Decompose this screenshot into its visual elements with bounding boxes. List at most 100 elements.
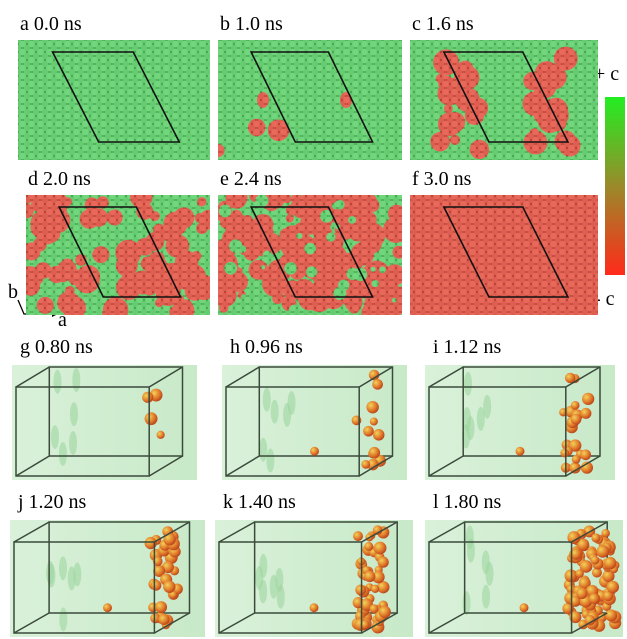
colorbar: [605, 97, 625, 275]
green-cluster: [261, 265, 265, 269]
red-cluster: [37, 297, 54, 314]
surface-blob: [53, 370, 61, 394]
red-cluster: [438, 112, 462, 136]
cluster-atom: [145, 412, 158, 425]
cluster-atom: [582, 393, 594, 405]
cluster-atom: [158, 614, 169, 625]
green-cluster: [338, 280, 349, 291]
green-cluster: [371, 267, 376, 272]
box-panel: [425, 520, 623, 637]
red-cluster: [392, 246, 405, 259]
green-cluster: [379, 267, 386, 274]
cluster-atom: [591, 533, 600, 542]
cluster-atom: [591, 556, 600, 565]
surface-blob: [259, 438, 267, 462]
red-cluster: [146, 256, 168, 278]
atoms: [18, 186, 219, 323]
green-cluster: [348, 216, 356, 224]
cluster-atom: [372, 379, 383, 390]
surface-blob: [72, 368, 80, 392]
surface-blob: [59, 556, 67, 580]
red-cluster: [384, 264, 405, 285]
red-cluster: [533, 103, 554, 124]
cluster-atom: [576, 569, 584, 577]
surface-blob: [464, 372, 472, 396]
red-cluster: [211, 144, 224, 157]
red-cluster: [360, 232, 382, 254]
panel-label: g 0.80 ns: [20, 336, 93, 358]
red-cluster: [173, 207, 194, 228]
red-cluster: [130, 280, 140, 290]
cluster-atom: [580, 449, 591, 460]
red-cluster: [465, 106, 484, 125]
surface-blob: [288, 391, 296, 415]
box-panel: [425, 365, 615, 480]
cluster-atom: [310, 447, 319, 456]
green-cluster: [304, 243, 315, 254]
red-cluster: [150, 211, 160, 221]
green-cluster: [229, 239, 242, 252]
box-panel: [222, 365, 407, 480]
red-cluster: [35, 262, 51, 278]
red-cluster: [45, 197, 53, 205]
red-cluster: [44, 225, 61, 242]
green-cluster: [224, 262, 237, 275]
red-cluster: [227, 189, 245, 207]
red-cluster: [242, 219, 260, 237]
cluster-atom: [374, 542, 387, 555]
red-cluster: [444, 104, 453, 113]
cluster-atom: [604, 557, 617, 570]
box-panel: [12, 365, 197, 480]
surface-blob: [477, 407, 485, 431]
red-cluster: [189, 287, 197, 295]
red-cluster: [282, 194, 291, 203]
green-cluster: [263, 251, 272, 260]
panel-label: f 3.0 ns: [412, 168, 472, 190]
cluster-atom: [516, 447, 525, 456]
green-cluster: [306, 266, 317, 277]
surface-blob: [485, 562, 493, 586]
red-cluster: [340, 92, 352, 108]
box-panel: [215, 520, 413, 637]
red-cluster: [249, 260, 269, 280]
panel-label: a 0.0 ns: [20, 13, 82, 35]
cluster-atom: [571, 401, 580, 410]
cluster-atom: [151, 580, 162, 591]
atom-panel: [211, 40, 402, 160]
cluster-atom: [373, 429, 385, 441]
cluster-atom: [364, 571, 375, 582]
cluster-atom: [596, 545, 609, 558]
cluster-atom: [366, 401, 378, 413]
cluster-atom: [379, 606, 391, 618]
green-cluster: [289, 304, 301, 316]
red-cluster: [130, 186, 153, 209]
surface-blob: [270, 575, 278, 599]
red-cluster: [155, 298, 164, 307]
cluster-atom: [363, 426, 374, 437]
cluster-atom: [103, 603, 112, 612]
red-cluster: [174, 306, 190, 322]
red-cluster: [166, 274, 183, 291]
atom-panel: [18, 186, 219, 323]
red-cluster: [136, 238, 154, 256]
surface-blob: [467, 416, 475, 440]
red-cluster: [433, 49, 459, 75]
red-cluster: [436, 74, 445, 83]
red-cluster: [280, 255, 288, 263]
red-cluster: [286, 214, 294, 222]
red-cluster: [248, 119, 266, 137]
red-cluster: [31, 197, 45, 211]
green-cluster: [326, 232, 335, 241]
surface-blob: [463, 591, 471, 615]
red-cluster: [213, 283, 237, 307]
surface-blob: [59, 607, 67, 631]
red-cluster: [318, 266, 328, 276]
solvent-volume: [12, 365, 197, 480]
green-cluster: [296, 233, 302, 239]
red-cluster: [116, 255, 138, 277]
green-cluster: [335, 200, 345, 210]
red-cluster: [388, 205, 405, 222]
cluster-atom: [369, 447, 381, 459]
atom-panel: [211, 185, 409, 324]
red-cluster: [301, 208, 319, 226]
